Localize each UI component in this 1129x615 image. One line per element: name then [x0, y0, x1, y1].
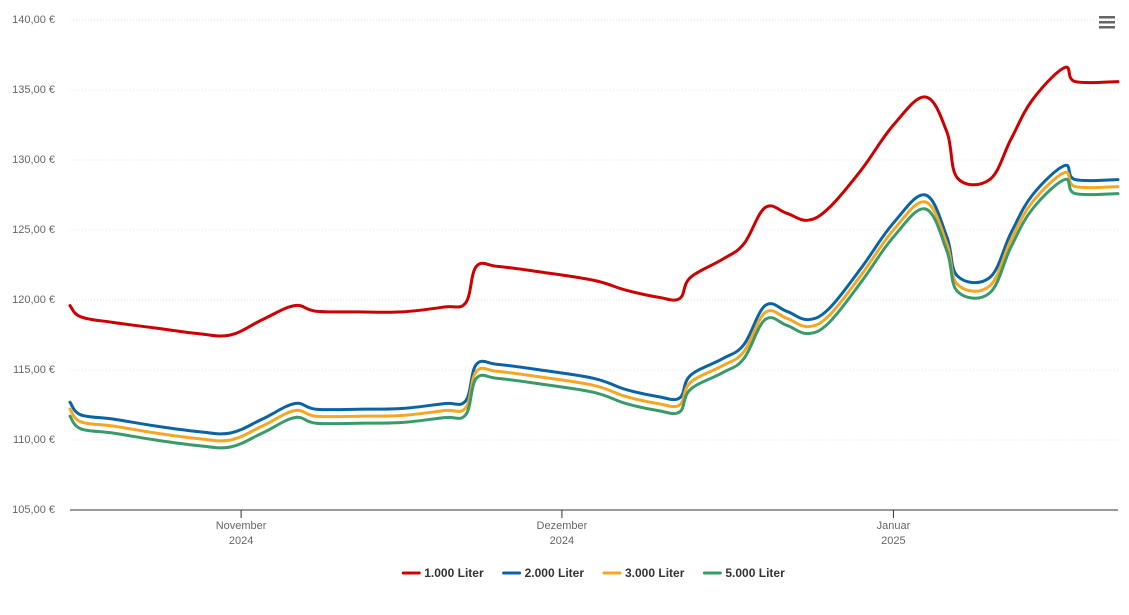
y-tick-label: 130,00 €	[12, 154, 55, 166]
y-tick-label: 105,00 €	[12, 504, 55, 516]
legend-label: 5.000 Liter	[725, 566, 785, 580]
y-tick-label: 135,00 €	[12, 84, 55, 96]
legend: 1.000 Liter 2.000 Liter 3.000 Liter 5.000 L…	[401, 566, 785, 580]
legend-label: 1.000 Liter	[424, 566, 484, 580]
series-line	[68, 65, 1120, 338]
legend-item[interactable]: 3.000 Liter	[602, 566, 685, 580]
legend-item[interactable]: 5.000 Liter	[702, 566, 785, 580]
x-tick-label: Januar 2025	[877, 520, 911, 547]
y-tick-label: 140,00 €	[12, 14, 55, 26]
menu-bar	[1099, 16, 1115, 19]
legend-label: 3.000 Liter	[625, 566, 685, 580]
legend-item[interactable]: 2.000 Liter	[502, 566, 585, 580]
y-tick-label: 110,00 €	[13, 434, 55, 446]
series-line	[68, 170, 1120, 443]
legend-label: 2.000 Liter	[525, 566, 585, 580]
menu-bar	[1099, 26, 1115, 29]
series-line	[68, 163, 1120, 436]
y-tick-label: 115,00 €	[13, 364, 55, 376]
menu-bar	[1099, 21, 1115, 24]
series-line	[68, 177, 1120, 450]
menu-button[interactable]	[1098, 14, 1116, 30]
y-tick-label: 125,00 €	[12, 224, 55, 236]
y-tick-label: 120,00 €	[12, 294, 55, 306]
legend-item[interactable]: 1.000 Liter	[401, 566, 484, 580]
x-tick-label: November 2024	[216, 520, 267, 547]
x-tick-label: Dezember 2024	[537, 520, 588, 547]
